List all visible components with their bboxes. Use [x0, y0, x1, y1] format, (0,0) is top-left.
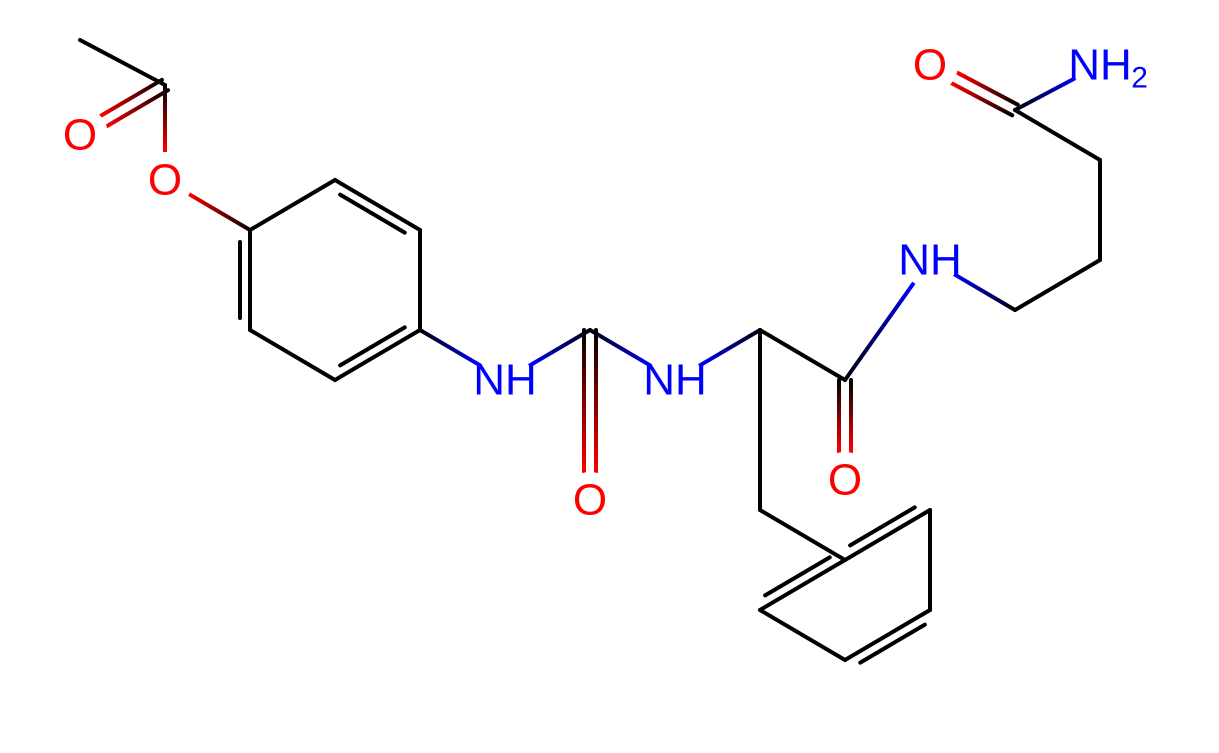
atom-label-O: O — [148, 156, 182, 205]
molecule-diagram: OONHONHONHONH2 — [0, 0, 1219, 753]
bond — [1015, 260, 1100, 310]
bond — [420, 330, 481, 366]
atom-label-N: NH — [473, 356, 537, 405]
atom-label-O: O — [63, 111, 97, 160]
bond — [958, 73, 1018, 105]
bond — [845, 283, 914, 380]
bond — [1015, 78, 1075, 110]
bond — [760, 610, 845, 660]
bond — [529, 330, 590, 366]
bond — [760, 510, 845, 560]
bond — [699, 330, 760, 366]
bond — [250, 180, 335, 230]
atom-label-N: NH — [898, 236, 962, 285]
atom-sub: 2 — [1131, 62, 1148, 95]
bond — [954, 274, 1015, 310]
atom-label-N: NH — [643, 356, 707, 405]
atoms-group: OONHONHONHONH2 — [52, 37, 1148, 528]
atom-label-O: O — [913, 41, 947, 90]
bonds-group — [80, 40, 1100, 663]
bond — [590, 330, 651, 366]
bond — [760, 330, 845, 380]
bond — [80, 40, 165, 85]
bond — [250, 330, 335, 380]
bond — [335, 180, 420, 230]
atom-label-O: O — [828, 456, 862, 505]
bond — [335, 330, 420, 380]
bond — [189, 194, 250, 230]
bond — [1015, 110, 1100, 160]
atom-label-O: O — [573, 476, 607, 525]
bond — [845, 610, 930, 660]
bond — [760, 560, 845, 610]
bond — [845, 510, 930, 560]
bond — [952, 83, 1012, 115]
atom-label-N: NH — [1068, 41, 1132, 90]
